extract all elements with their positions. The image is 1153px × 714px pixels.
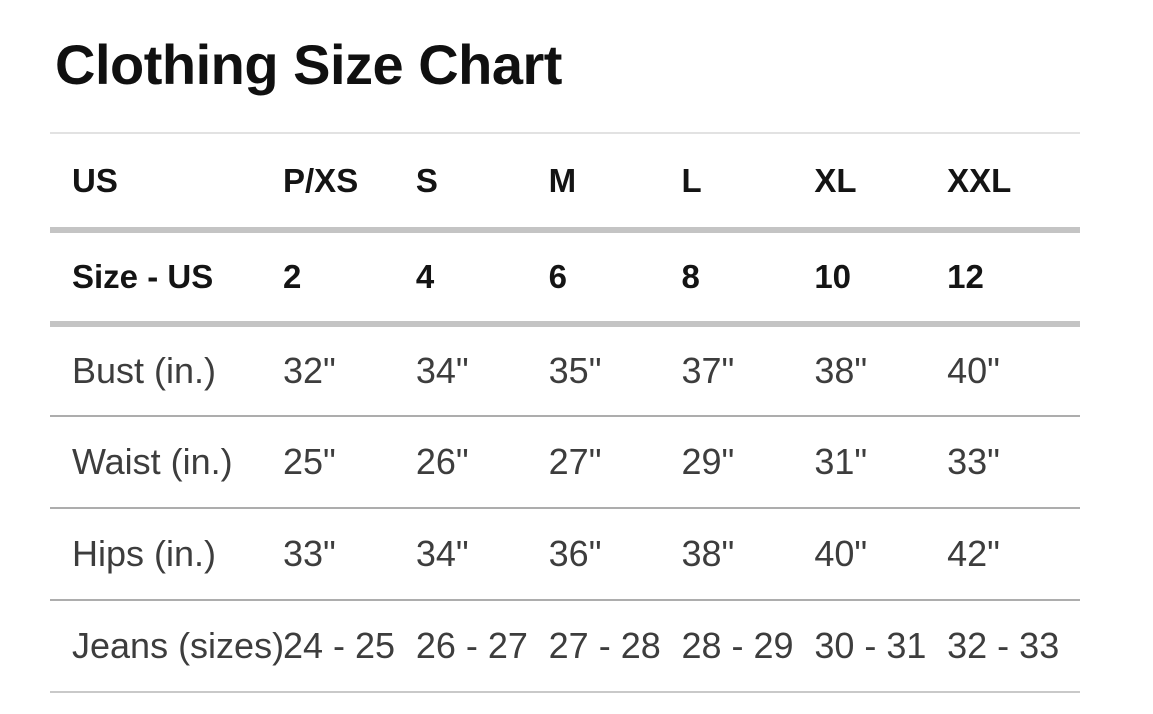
column-header-xxl: XXL [947, 132, 1080, 233]
cell: 35" [548, 324, 682, 417]
cell: 30 - 31 [814, 600, 948, 693]
table-row-size-us: Size - US 2 4 6 8 10 12 [50, 230, 1080, 327]
cell: 24 - 25 [283, 600, 416, 693]
cell: 37" [681, 324, 815, 417]
cell: 29" [681, 416, 815, 509]
cell: 40" [947, 324, 1080, 417]
cell: 10 [814, 230, 948, 327]
row-label: Size - US [50, 230, 283, 327]
column-header-xl: XL [814, 132, 948, 233]
row-label: Jeans (sizes) [50, 600, 284, 693]
column-header-s: S [415, 132, 549, 233]
cell: 4 [415, 230, 549, 327]
table-header-row: US P/XS S M L XL XXL [50, 132, 1080, 233]
cell: 32 - 33 [947, 600, 1080, 693]
table-row-jeans: Jeans (sizes) 24 - 25 26 - 27 27 - 28 28… [50, 600, 1080, 693]
column-header-us: US [50, 132, 283, 233]
cell: 32" [283, 324, 416, 417]
cell: 34" [415, 324, 549, 417]
cell: 42" [947, 508, 1080, 601]
cell: 36" [548, 508, 682, 601]
cell: 33" [947, 416, 1080, 509]
table-row-bust: Bust (in.) 32" 34" 35" 37" 38" 40" [50, 324, 1080, 417]
cell: 2 [283, 230, 416, 327]
page-title: Clothing Size Chart [55, 33, 562, 96]
cell: 40" [814, 508, 948, 601]
cell: 12 [947, 230, 1080, 327]
cell: 38" [681, 508, 815, 601]
table-row-hips: Hips (in.) 33" 34" 36" 38" 40" 42" [50, 508, 1080, 601]
cell: 31" [814, 416, 948, 509]
cell: 28 - 29 [681, 600, 815, 693]
cell: 26" [415, 416, 549, 509]
cell: 34" [415, 508, 549, 601]
cell: 26 - 27 [415, 600, 549, 693]
row-label: Bust (in.) [50, 324, 283, 417]
cell: 6 [548, 230, 682, 327]
table-row-waist: Waist (in.) 25" 26" 27" 29" 31" 33" [50, 416, 1080, 509]
cell: 8 [681, 230, 815, 327]
row-label: Waist (in.) [50, 416, 283, 509]
cell: 38" [814, 324, 948, 417]
column-header-m: M [548, 132, 682, 233]
cell: 33" [283, 508, 416, 601]
column-header-p-xs: P/XS [283, 132, 416, 233]
row-label: Hips (in.) [50, 508, 283, 601]
cell: 27" [548, 416, 682, 509]
size-chart-table: US P/XS S M L XL XXL Size - US 2 4 6 8 1… [50, 132, 1080, 693]
cell: 27 - 28 [548, 600, 682, 693]
cell: 25" [283, 416, 416, 509]
column-header-l: L [681, 132, 815, 233]
